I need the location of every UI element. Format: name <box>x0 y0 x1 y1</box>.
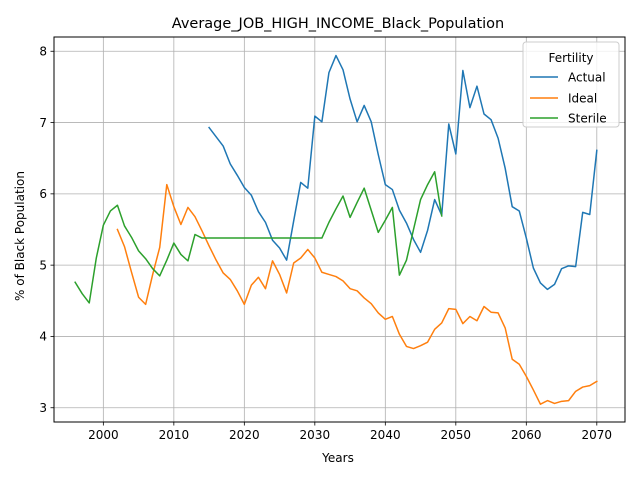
legend: Fertility Actual Ideal Sterile <box>522 41 620 128</box>
x-tick-label: 2000 <box>88 428 119 442</box>
x-tick-label: 2050 <box>441 428 472 442</box>
plot-area-frame <box>53 36 626 423</box>
series-line-sterile <box>74 171 443 304</box>
y-tick-label: 8 <box>39 45 47 59</box>
y-tick-label: 3 <box>39 401 47 415</box>
series-lines <box>74 54 598 405</box>
x-tick-label: 2070 <box>582 428 613 442</box>
x-tick-label: 2030 <box>300 428 331 442</box>
x-tick-label: 2040 <box>370 428 401 442</box>
x-axis-label: Years <box>321 451 354 465</box>
legend-title: Fertility <box>548 51 593 65</box>
x-tick-label: 2060 <box>511 428 542 442</box>
y-tick-label: 4 <box>39 330 47 344</box>
y-axis-label: % of Black Population <box>13 171 27 301</box>
y-tick-label: 6 <box>39 187 47 201</box>
chart-title: Average_JOB_HIGH_INCOME_Black_Population <box>172 16 505 32</box>
y-tick-label: 5 <box>39 258 47 272</box>
legend-box <box>522 41 620 128</box>
y-tick-label: 7 <box>39 116 47 130</box>
x-tick-label: 2020 <box>229 428 260 442</box>
axis-ticks: 2000 2010 2020 2030 2040 2050 2060 2070 3 4 5 6 7 8 <box>39 45 612 442</box>
series-line-ideal <box>116 183 598 405</box>
legend-label-sterile: Sterile <box>568 112 607 126</box>
x-tick-label: 2010 <box>159 428 190 442</box>
legend-label-ideal: Ideal <box>568 92 597 106</box>
series-line-actual <box>208 54 598 291</box>
legend-label-actual: Actual <box>568 71 606 85</box>
